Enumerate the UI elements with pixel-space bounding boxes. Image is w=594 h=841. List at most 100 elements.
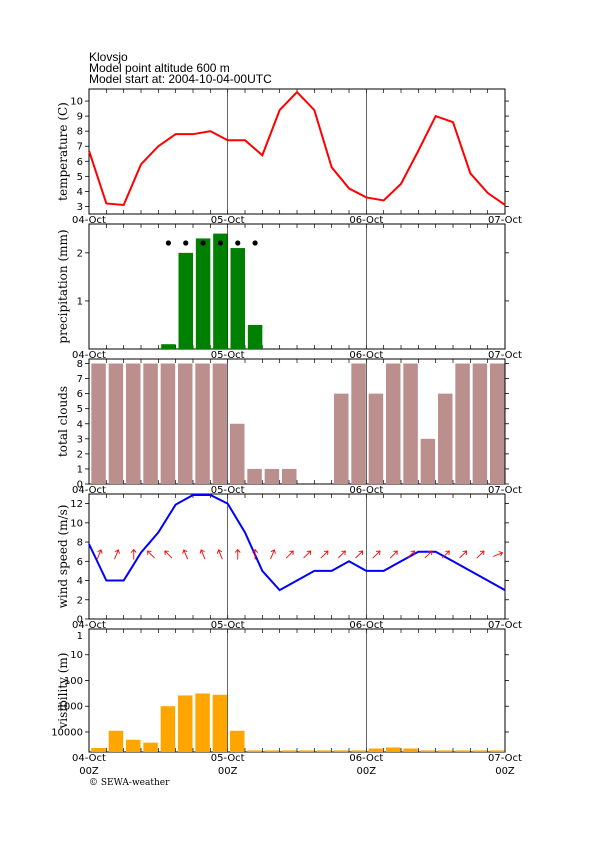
y-axis-title: temperature (C) [56, 102, 70, 201]
cloud-bar [455, 363, 470, 484]
arrow-head [341, 550, 346, 555]
visibility-bar [178, 695, 193, 752]
cloud-bar [160, 363, 176, 484]
wind-direction-arrow [492, 551, 504, 557]
y-tick-label: 6 [77, 557, 83, 568]
wind-direction-arrow [182, 549, 189, 560]
arrow-head [216, 549, 223, 554]
arrow-shaft [200, 549, 206, 560]
precipitation-dot [183, 240, 189, 246]
arrow-shaft [303, 550, 311, 559]
cloud-bar [472, 363, 488, 484]
x-tick-label: 05-Oct [211, 753, 245, 764]
cloud-bar [403, 363, 418, 484]
arrow-head [410, 550, 416, 555]
y-tick-label: 6 [77, 157, 83, 168]
wind-direction-arrow [303, 550, 312, 559]
wind-direction-arrow [459, 550, 468, 559]
cloud-bar [212, 363, 228, 484]
visibility-bar [455, 750, 470, 752]
cloud-bar [351, 363, 366, 484]
y-tick-label: 1 [77, 464, 83, 475]
y-tick-label: 2 [77, 595, 83, 606]
y-tick-label: 12 [70, 499, 83, 510]
wind-direction-arrow [164, 550, 173, 559]
panel-border [88, 223, 506, 350]
wind-direction-arrow [372, 550, 381, 559]
chart-header: Klovsjo Model point altitude 600 m Model… [89, 51, 272, 85]
cloud-bar [282, 468, 297, 484]
x-time-label: 00Z [218, 766, 238, 777]
arrow-head [182, 549, 188, 554]
visibility-bar [472, 750, 488, 752]
arrow-head [199, 549, 205, 554]
y-tick-label: 9 [77, 112, 83, 123]
precipitation-bar [213, 233, 228, 349]
visibility-bar [212, 694, 228, 752]
arrow-head [234, 548, 241, 553]
y-tick-label: 4 [77, 187, 83, 198]
y-tick-label: 5 [77, 404, 83, 415]
arrow-head [289, 550, 294, 555]
visibility-bar [143, 742, 158, 752]
wind-direction-arrow [337, 550, 346, 559]
y-tick-label: 2 [77, 248, 83, 259]
arrow-head [498, 551, 504, 557]
cloud-bar [247, 468, 262, 484]
cloud-bar [108, 363, 124, 484]
arrow-shaft [164, 550, 173, 559]
y-axis-title: wind speed (m/s) [56, 505, 70, 609]
x-time-label: 00Z [79, 766, 99, 777]
y-tick-label: 1 [77, 296, 83, 307]
panel-border [88, 628, 506, 753]
x-tick-label: 07-Oct [488, 215, 522, 226]
x-tick-label: 06-Oct [349, 620, 383, 631]
cloud-bar [143, 363, 158, 484]
visibility-bar [368, 748, 384, 752]
wind-direction-arrow [355, 550, 364, 559]
x-tick-label: 05-Oct [211, 215, 245, 226]
visibility-bar [438, 750, 453, 752]
arrow-shaft [147, 550, 155, 559]
arrow-shaft [218, 549, 223, 560]
x-tick-label: 05-Oct [211, 350, 245, 361]
x-tick-label: 07-Oct [488, 620, 522, 631]
y-tick-label: 1000 [58, 702, 83, 713]
wind-direction-arrow [252, 548, 258, 560]
arrow-shaft [183, 549, 189, 560]
y-tick-label: 3 [77, 434, 83, 445]
arrow-head [164, 550, 169, 555]
arrow-head [480, 550, 485, 555]
arrow-shaft [114, 549, 119, 560]
precipitation-bar [247, 324, 263, 349]
wind-direction-arrow [285, 550, 294, 559]
visibility-bar [334, 750, 349, 752]
cloud-bar [420, 438, 436, 484]
precipitation-bar [230, 248, 245, 349]
visibility-bar [299, 750, 314, 752]
precipitation-dot [165, 240, 172, 246]
arrow-shaft [424, 550, 433, 559]
wind-direction-arrow [96, 549, 103, 560]
arrow-shaft [320, 550, 329, 559]
visibility-bar [91, 748, 106, 752]
arrow-head [270, 549, 276, 554]
wind-direction-arrow [130, 548, 137, 560]
arrow-shaft [459, 550, 467, 559]
arrow-head [428, 550, 433, 555]
visibility-bar [160, 706, 176, 752]
arrow-shaft [337, 550, 346, 559]
wind-direction-arrow [320, 550, 329, 559]
visibility-bar [403, 748, 418, 752]
x-tick-label: 04-Oct [72, 485, 106, 496]
arrow-shaft [270, 549, 275, 560]
y-tick-label: 10000 [51, 727, 83, 738]
x-tick-label: 06-Oct [349, 485, 383, 496]
visibility-bar [126, 739, 141, 752]
wind-direction-arrow [476, 550, 485, 559]
y-tick-label: 7 [77, 142, 83, 153]
cloud-bar [490, 363, 505, 484]
